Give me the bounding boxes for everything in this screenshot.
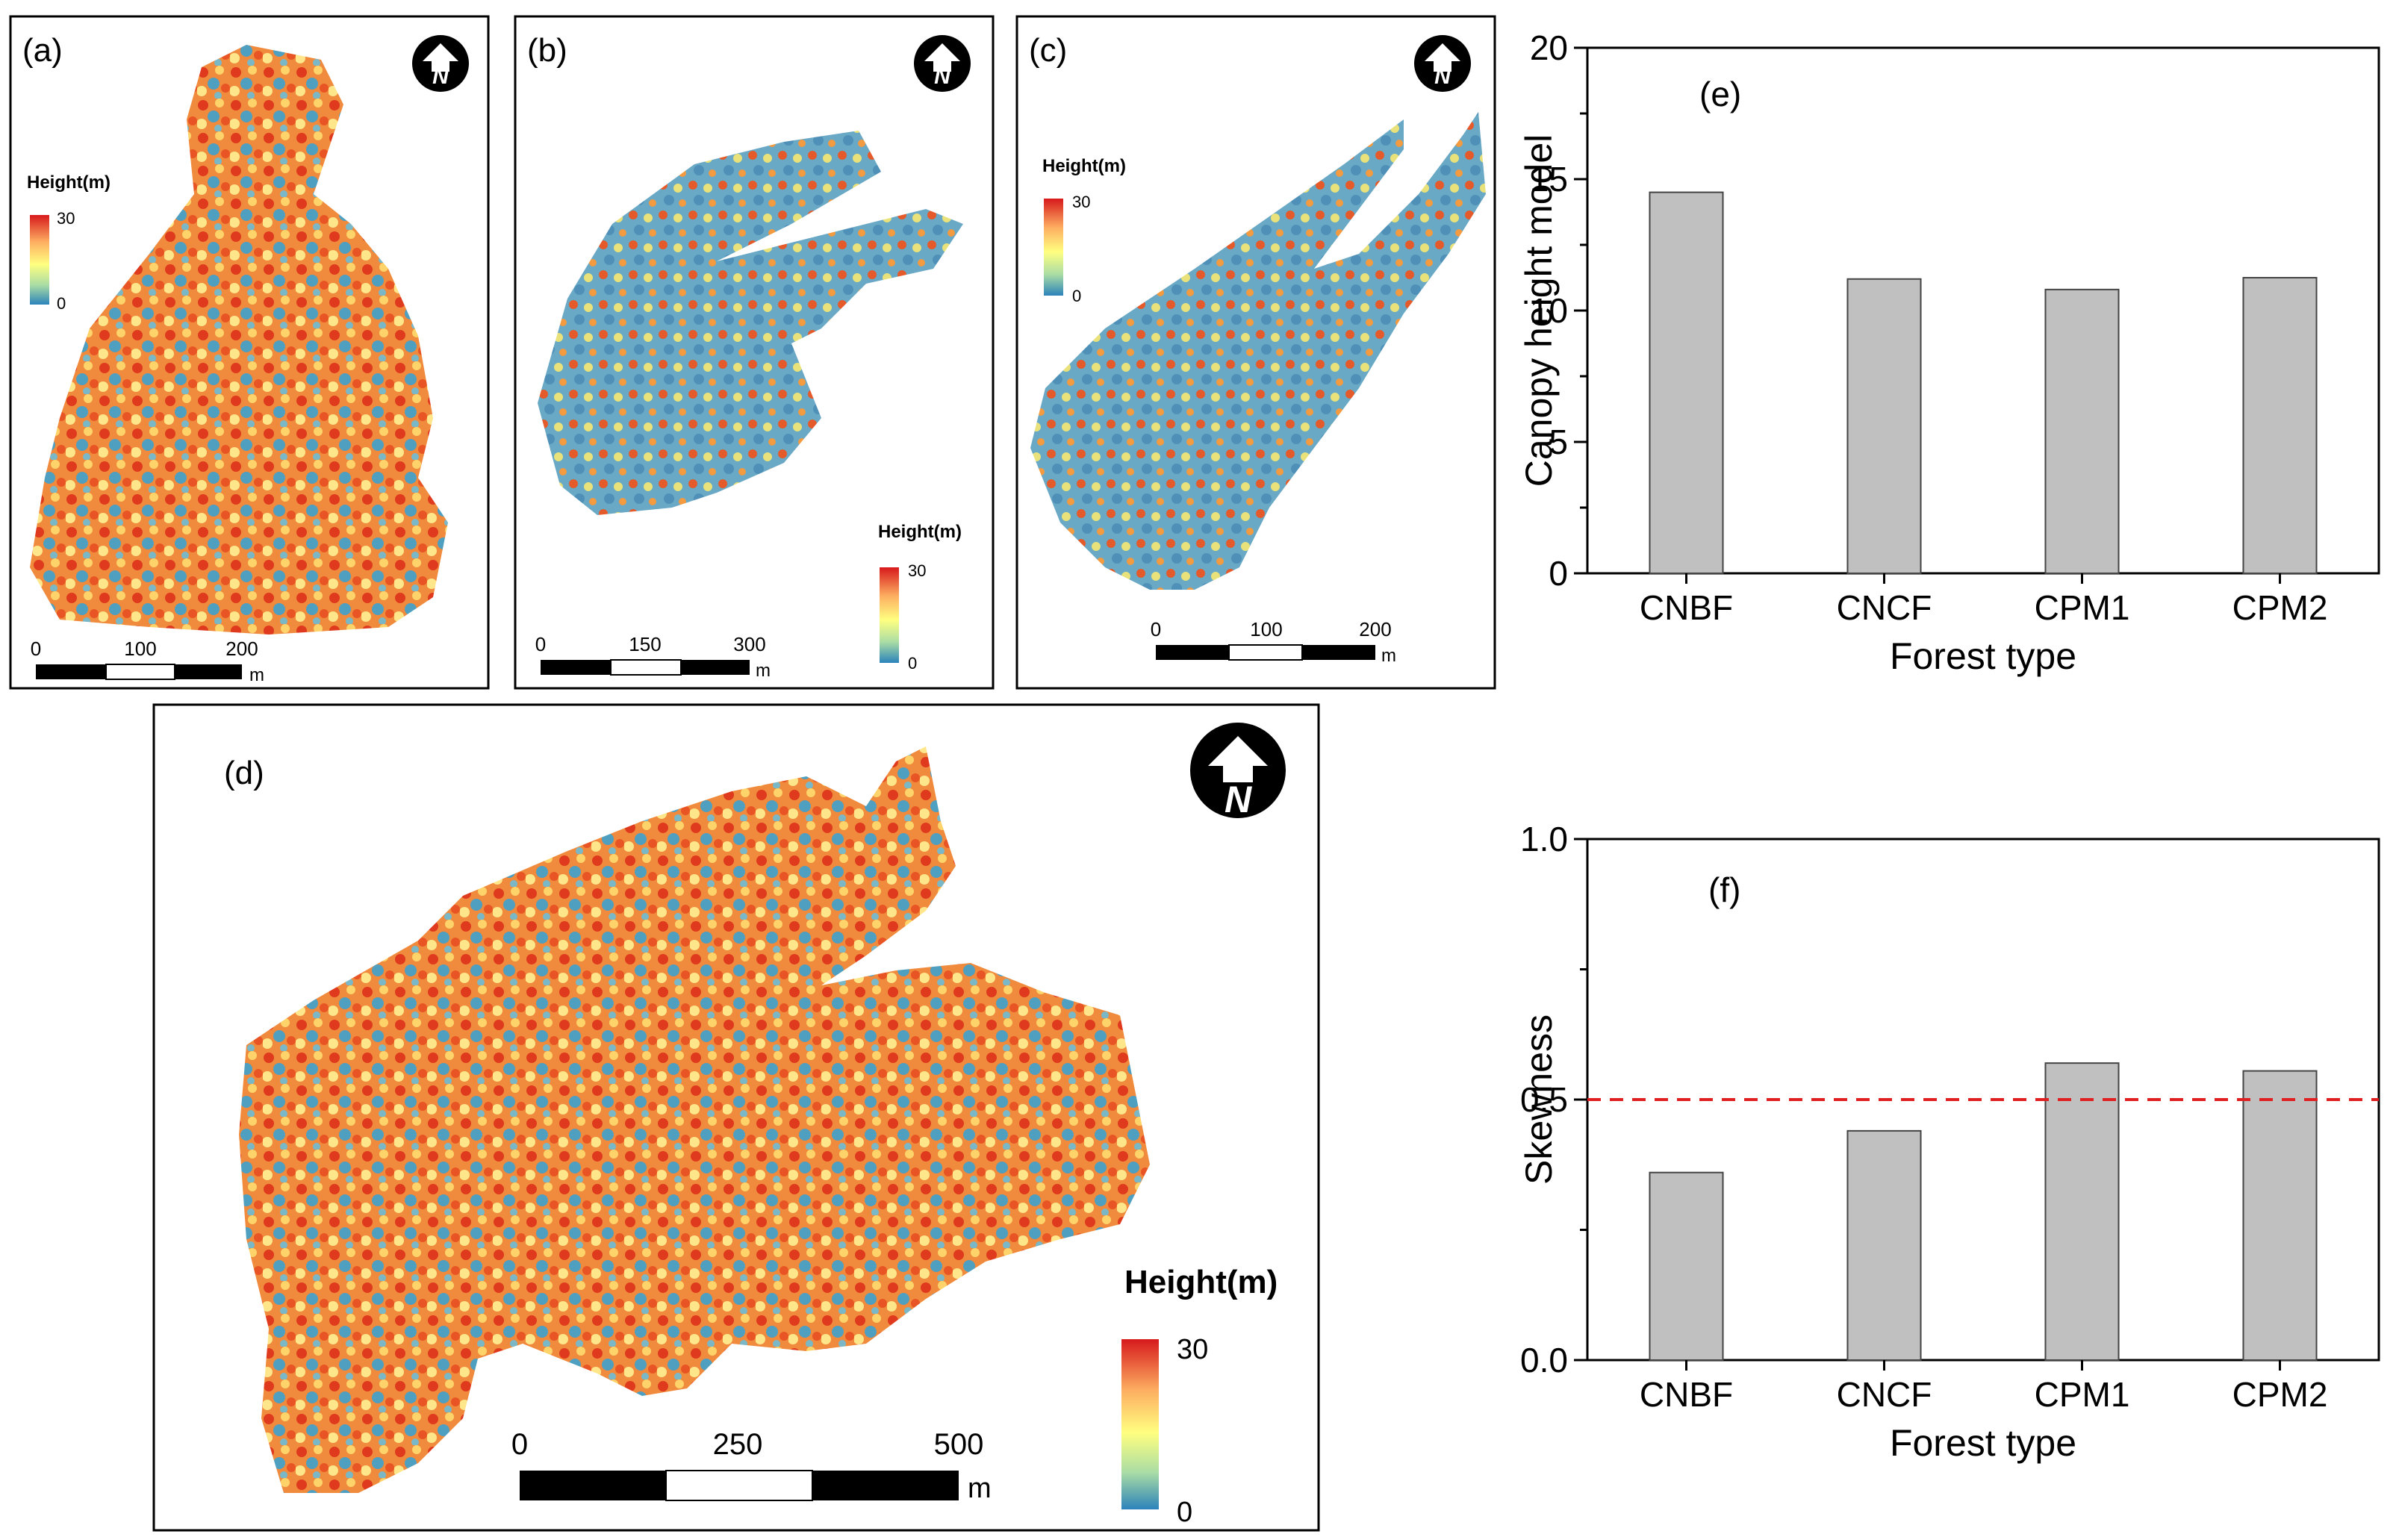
bars-f	[1649, 1062, 2318, 1361]
scale-bar-b: 0 150 300 m	[535, 633, 771, 681]
canopy-height-map-a	[30, 45, 448, 635]
legend-title-a: Height(m)	[27, 172, 111, 193]
map-panel-d: (d) N Height(m) 30 0 0 250 500 m	[152, 703, 1320, 1532]
legend-min-d: 0	[1177, 1497, 1192, 1528]
y-tick-label-e-1: 5	[1549, 423, 1568, 461]
map-panel-b: (b) N Height(m) 30 0 0 150 300 m	[514, 15, 995, 690]
north-letter-c: N	[1434, 64, 1451, 89]
legend-max-a: 30	[57, 209, 75, 228]
bar-chart-f: (f) 0.0 0.5 1.0 CNBF CNCF CPM1 CPM2 Forest ty…	[1518, 820, 2380, 1464]
y-tick-label-f-2: 1.0	[1520, 820, 1568, 858]
y-ticks-e: 0 5 10 15 20	[1530, 28, 1587, 593]
legend-bar-d	[1121, 1339, 1159, 1509]
scale-tick-a-2: 200	[225, 637, 258, 660]
x-axis-label-e: Forest type	[1890, 635, 2076, 677]
bar-f-cpm2	[2242, 1070, 2318, 1361]
x-tick-labels-e: CNBF CNCF CPM1 CPM2	[1640, 573, 2328, 627]
y-tick-label-f-1: 0.5	[1520, 1080, 1568, 1119]
y-tick-label-e-2: 10	[1530, 291, 1568, 330]
map-panel-a: (a) N Height(m) 30 0 0 100 200 m	[9, 15, 490, 690]
scale-unit-a: m	[249, 665, 264, 685]
scale-tick-d-0: 0	[511, 1428, 528, 1461]
scale-tick-d-2: 500	[934, 1428, 984, 1461]
bar-f-cpm1	[2044, 1062, 2120, 1361]
x-axis-label-f: Forest type	[1890, 1422, 2076, 1464]
scale-unit-c: m	[1381, 646, 1396, 666]
scale-tick-a-0: 0	[31, 637, 41, 660]
scale-bar-a: 0 100 200 m	[31, 637, 264, 685]
north-arrow-c: N	[1414, 35, 1471, 92]
x-tick-label-f-3: CPM2	[2232, 1375, 2328, 1414]
x-tick-label-f-1: CNCF	[1837, 1375, 1932, 1414]
scale-tick-a-1: 100	[124, 637, 156, 660]
x-tick-label-e-1: CNCF	[1837, 588, 1932, 627]
legend-bar-a	[30, 215, 49, 305]
legend-title-b: Height(m)	[878, 522, 962, 542]
legend-title-c: Height(m)	[1042, 156, 1126, 176]
legend-title-d: Height(m)	[1124, 1264, 1278, 1300]
bar-chart-e: (e) 0 5 10 15 20 CNBF CNCF CPM1 CPM2 Forest typ…	[1518, 28, 2380, 677]
y-tick-label-e-3: 15	[1530, 160, 1568, 199]
legend-max-b: 30	[908, 561, 926, 580]
chart-label-e: (e)	[1699, 75, 1741, 113]
y-axis-label-e: Canopy height model	[1518, 134, 1560, 487]
panel-label-d: (d)	[224, 755, 264, 791]
x-tick-label-e-0: CNBF	[1640, 588, 1733, 627]
legend-bar-c	[1044, 199, 1063, 296]
map-panel-c: (c) N Height(m) 30 0 0 100 200 m	[1015, 15, 1496, 690]
scale-unit-d: m	[968, 1473, 992, 1504]
y-axis-label-f: Skewness	[1518, 1014, 1560, 1185]
legend-min-b: 0	[908, 654, 917, 673]
scale-tick-c-1: 100	[1250, 618, 1282, 640]
bars-e	[1649, 191, 2318, 574]
y-tick-label-e-0: 0	[1549, 554, 1568, 593]
scale-tick-b-1: 150	[629, 633, 661, 655]
north-letter-b: N	[934, 64, 951, 89]
north-arrow-a: N	[412, 35, 469, 92]
x-tick-label-f-2: CPM1	[2035, 1375, 2130, 1414]
north-letter-a: N	[432, 64, 449, 89]
north-arrow-b: N	[914, 35, 971, 92]
panel-label-b: (b)	[527, 32, 567, 69]
panel-label-c: (c)	[1029, 32, 1067, 69]
scale-tick-b-0: 0	[535, 633, 546, 655]
scale-tick-b-2: 300	[733, 633, 765, 655]
legend-max-c: 30	[1072, 193, 1090, 211]
chart-label-f: (f)	[1708, 870, 1740, 909]
legend-min-c: 0	[1072, 287, 1081, 305]
x-tick-label-e-2: CPM1	[2035, 588, 2130, 627]
y-tick-label-f-0: 0.0	[1520, 1341, 1568, 1380]
bar-e-cpm2	[2242, 277, 2318, 574]
legend-max-d: 30	[1177, 1334, 1208, 1365]
x-tick-label-f-0: CNBF	[1640, 1375, 1733, 1414]
y-tick-label-e-4: 20	[1530, 28, 1568, 67]
scale-bar-d: 0 250 500 m	[511, 1428, 992, 1504]
north-arrow-d: N	[1190, 723, 1286, 820]
legend-bar-b	[880, 567, 899, 663]
x-tick-labels-f: CNBF CNCF CPM1 CPM2	[1640, 1360, 2328, 1414]
scale-unit-b: m	[756, 661, 771, 681]
bar-f-cncf	[1846, 1129, 1922, 1361]
panel-label-a: (a)	[22, 32, 63, 69]
scale-tick-c-0: 0	[1151, 618, 1161, 640]
bar-e-cnbf	[1649, 191, 1724, 574]
north-letter-d: N	[1225, 779, 1252, 820]
bar-f-cnbf	[1649, 1171, 1724, 1361]
canopy-height-map-c	[1030, 112, 1486, 590]
canopy-height-map-b	[538, 131, 963, 515]
scale-tick-c-2: 200	[1359, 618, 1391, 640]
scale-tick-d-1: 250	[713, 1428, 763, 1461]
y-ticks-f: 0.0 0.5 1.0	[1520, 820, 1587, 1380]
scale-bar-c: 0 100 200 m	[1151, 618, 1396, 666]
x-tick-label-e-3: CPM2	[2232, 588, 2328, 627]
bar-e-cpm1	[2044, 288, 2120, 574]
bar-e-cncf	[1846, 278, 1922, 574]
canopy-height-map-d	[239, 746, 1150, 1493]
legend-min-a: 0	[57, 294, 66, 313]
